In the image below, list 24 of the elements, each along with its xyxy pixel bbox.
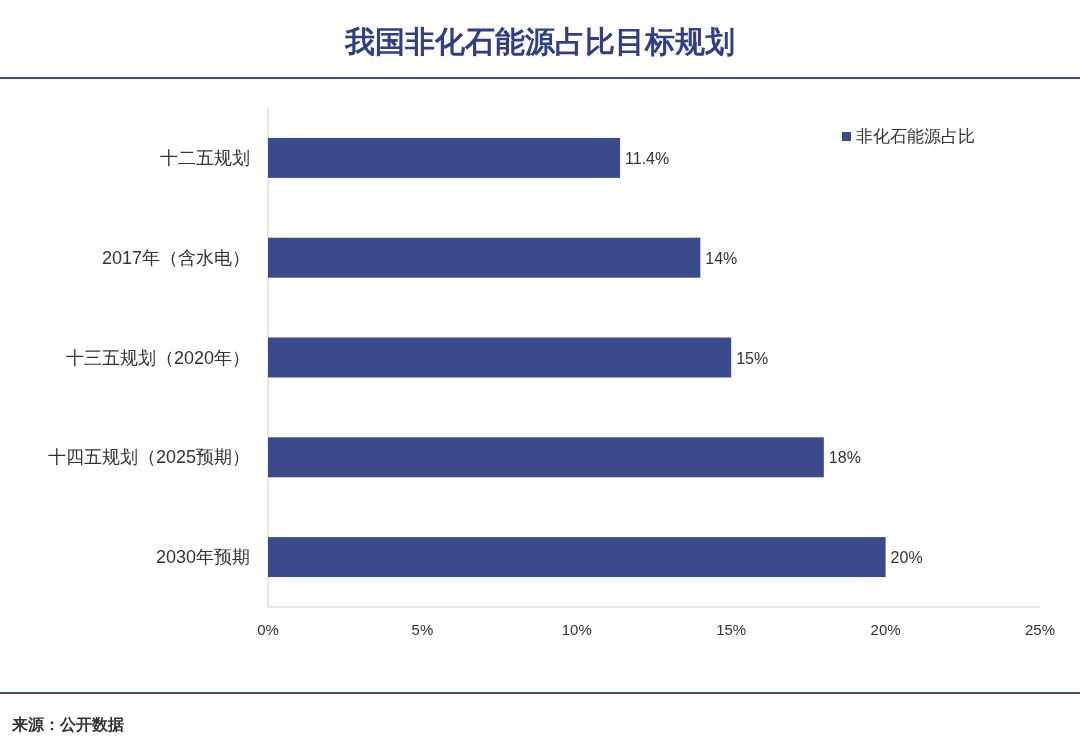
x-tick-label: 15%	[716, 621, 747, 638]
source-note: 来源：公开数据	[11, 716, 124, 733]
x-tick-label: 25%	[1024, 621, 1056, 638]
x-tick-label: 20%	[870, 621, 901, 638]
data-label: 14%	[705, 249, 738, 267]
y-tick-label: 十二五规划	[160, 147, 250, 168]
x-tick-label: 10%	[561, 621, 592, 638]
y-tick-label: 2030年预期	[155, 547, 250, 568]
data-label: 18%	[828, 449, 861, 467]
bar	[268, 337, 732, 378]
x-tick-label: 0%	[257, 621, 279, 638]
chart-title: 我国非化石能源占比目标规划	[344, 25, 735, 58]
data-label: 15%	[736, 349, 769, 367]
y-tick-label: 十三五规划（2020年）	[65, 347, 250, 368]
data-label: 11.4%	[625, 149, 670, 167]
data-label: 20%	[890, 549, 923, 567]
y-tick-label: 2017年（含水电）	[101, 247, 250, 268]
bar	[268, 237, 701, 278]
x-tick-label: 5%	[411, 621, 434, 638]
legend-label: 非化石能源占比	[856, 127, 975, 146]
bar	[268, 137, 621, 178]
y-tick-label: 十四五规划（2025预期）	[47, 447, 250, 468]
bar	[268, 437, 824, 478]
bar	[268, 537, 886, 578]
